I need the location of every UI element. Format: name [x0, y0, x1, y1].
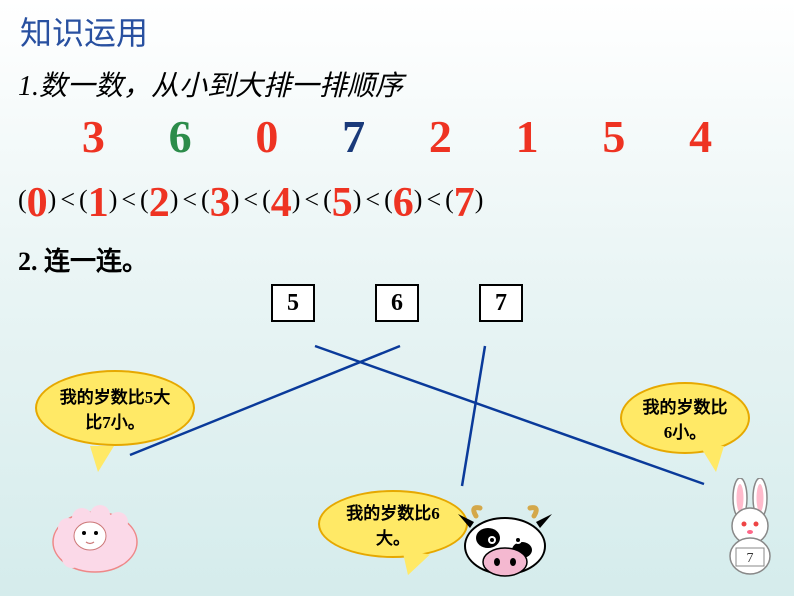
- svg-text:7: 7: [747, 551, 754, 566]
- line-7-to-cow: [462, 346, 485, 486]
- less-than: <: [361, 185, 384, 215]
- answer-slot: 4: [271, 180, 292, 226]
- answer-slot: 3: [210, 180, 231, 226]
- given-number: 5: [602, 110, 625, 163]
- less-than: <: [422, 185, 445, 215]
- given-number: 6: [169, 110, 192, 163]
- answer-slot: 1: [88, 180, 109, 226]
- page-title: 知识运用: [0, 0, 794, 62]
- numbers-row: 3 6 0 7 2 1 5 4: [0, 106, 794, 169]
- number-box-6: 6: [375, 284, 419, 322]
- given-number: 1: [516, 110, 539, 163]
- answer-slot: 2: [149, 180, 170, 226]
- given-number: 3: [82, 110, 105, 163]
- answer-slot: 0: [27, 180, 48, 226]
- number-boxes: 5 6 7: [0, 282, 794, 324]
- answer-slot: 6: [393, 180, 414, 226]
- less-than: <: [239, 185, 262, 215]
- rabbit-icon: 7: [716, 478, 786, 578]
- question-2-text: 2. 连一连。: [0, 221, 794, 282]
- number-box-5: 5: [271, 284, 315, 322]
- less-than: <: [117, 185, 140, 215]
- less-than: <: [178, 185, 201, 215]
- given-number: 4: [689, 110, 712, 163]
- answer-slot: 5: [332, 180, 353, 226]
- given-number: 7: [342, 110, 365, 163]
- bubble-tail: [398, 550, 430, 578]
- number-box-7: 7: [479, 284, 523, 322]
- given-number: 2: [429, 110, 452, 163]
- given-number: 0: [255, 110, 278, 163]
- speech-bubble-sheep: 我的岁数比5大比7小。: [35, 370, 195, 446]
- less-than: <: [56, 185, 79, 215]
- bubble-tail: [90, 446, 114, 472]
- bubble-tail: [700, 446, 724, 472]
- question-1-text: 1.数一数，从小到大排一排顺序: [0, 62, 794, 106]
- speech-bubble-rabbit: 我的岁数比6小。: [620, 382, 750, 454]
- cow-icon: [450, 498, 560, 588]
- speech-bubble-cow: 我的岁数比6大。: [318, 490, 468, 558]
- sheep-icon: [40, 480, 150, 580]
- sorted-row: (0) < (1) < (2) < (3) < (4) < (5) < (6) …: [0, 169, 794, 221]
- less-than: <: [300, 185, 323, 215]
- answer-slot: 7: [454, 180, 475, 226]
